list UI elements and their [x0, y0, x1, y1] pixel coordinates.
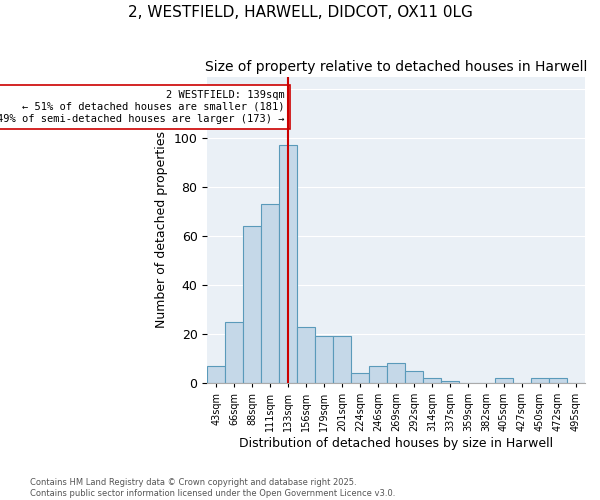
Bar	[243, 226, 261, 383]
Bar	[261, 204, 279, 383]
Text: 2, WESTFIELD, HARWELL, DIDCOT, OX11 0LG: 2, WESTFIELD, HARWELL, DIDCOT, OX11 0LG	[128, 5, 472, 20]
Bar	[369, 366, 387, 383]
Bar	[549, 378, 567, 383]
Bar	[441, 380, 459, 383]
Bar	[387, 364, 405, 383]
Bar	[405, 371, 423, 383]
Bar	[225, 322, 243, 383]
Bar	[279, 145, 297, 383]
Text: Contains HM Land Registry data © Crown copyright and database right 2025.
Contai: Contains HM Land Registry data © Crown c…	[30, 478, 395, 498]
Bar	[333, 336, 351, 383]
Bar	[423, 378, 441, 383]
Y-axis label: Number of detached properties: Number of detached properties	[155, 132, 168, 328]
Bar	[351, 373, 369, 383]
Bar	[297, 326, 315, 383]
Bar	[495, 378, 513, 383]
Title: Size of property relative to detached houses in Harwell: Size of property relative to detached ho…	[205, 60, 587, 74]
X-axis label: Distribution of detached houses by size in Harwell: Distribution of detached houses by size …	[239, 437, 553, 450]
Text: 2 WESTFIELD: 139sqm
← 51% of detached houses are smaller (181)
49% of semi-detac: 2 WESTFIELD: 139sqm ← 51% of detached ho…	[0, 90, 284, 124]
Bar	[531, 378, 549, 383]
Bar	[315, 336, 333, 383]
Bar	[207, 366, 225, 383]
